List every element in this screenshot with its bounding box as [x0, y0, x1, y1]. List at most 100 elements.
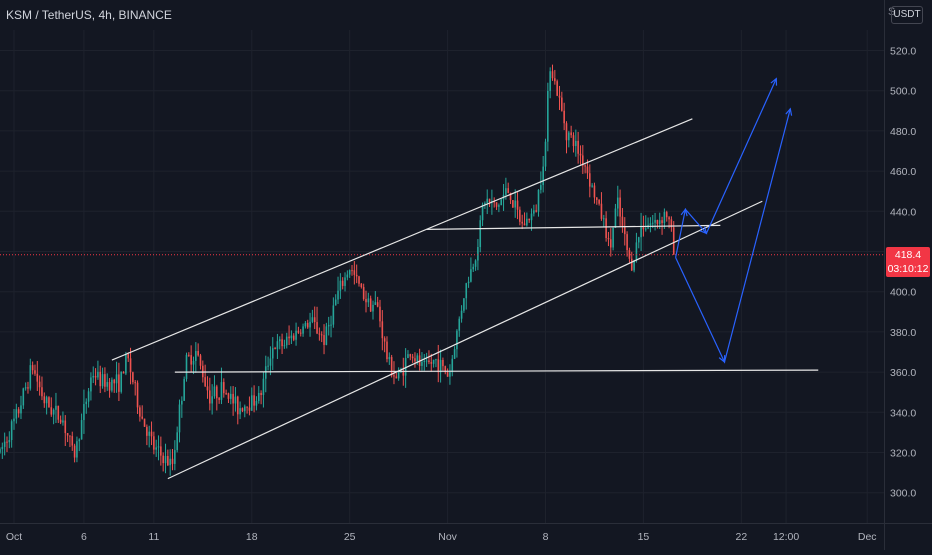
candle-down — [351, 270, 353, 272]
candle-up — [155, 447, 157, 450]
channel-lower-trendline[interactable] — [167, 200, 763, 480]
candle-down — [588, 173, 591, 187]
candle-down — [246, 406, 248, 408]
candle-up — [334, 299, 337, 306]
candle-down — [488, 198, 491, 203]
symbol-title[interactable]: KSM / TetherUS, 4h, BINANCE — [6, 8, 172, 22]
candle-down — [160, 446, 162, 456]
candle-up — [458, 318, 461, 331]
candle-down — [512, 200, 514, 208]
projection-arrowhead — [718, 355, 726, 364]
candle-down — [376, 302, 379, 307]
price-axis-tick-label: 440.0 — [890, 206, 916, 218]
candle-down — [236, 396, 239, 415]
projection-path-drop[interactable] — [675, 108, 791, 364]
candle-up — [115, 374, 118, 384]
candle-down — [27, 387, 29, 389]
candle-down — [36, 373, 39, 382]
candle-down — [495, 202, 498, 207]
channel-upper-trendline[interactable] — [111, 118, 693, 361]
candle-up — [234, 396, 237, 404]
time-axis-tick-label: 18 — [246, 531, 258, 543]
candle-down — [437, 359, 440, 373]
candle-up — [533, 210, 535, 214]
candle-down — [253, 395, 255, 406]
projection-arrowhead — [699, 226, 708, 235]
price-axis-tick-label: 460.0 — [890, 166, 916, 178]
candle-up — [327, 324, 330, 327]
candle-up — [185, 354, 188, 379]
candle-up — [547, 90, 549, 142]
candle-down — [668, 217, 670, 220]
candle-up — [101, 374, 104, 387]
candle-up — [257, 392, 260, 402]
candle-up — [614, 208, 617, 228]
candle-down — [281, 339, 283, 347]
candle-down — [369, 298, 372, 312]
candle-down — [199, 355, 202, 366]
candle-down — [150, 431, 153, 437]
candle-down — [621, 216, 624, 227]
candle-down — [241, 408, 244, 412]
candle-up — [164, 455, 167, 464]
candle-down — [595, 197, 598, 200]
candle-up — [3, 441, 6, 447]
candle-down — [31, 365, 34, 371]
candle-up — [526, 218, 528, 226]
candle-up — [367, 298, 370, 303]
candle-up — [456, 330, 458, 350]
candle-down — [600, 203, 603, 219]
candle-down — [593, 185, 596, 198]
candle-down — [225, 393, 227, 395]
candle-down — [108, 382, 111, 391]
candle-down — [146, 426, 148, 436]
candle-down — [507, 188, 510, 193]
candle-up — [178, 404, 181, 433]
candle-up — [45, 397, 48, 404]
candle-down — [442, 359, 444, 367]
candle-up — [229, 393, 232, 399]
support-horizontal-line[interactable] — [174, 369, 819, 373]
candle-up — [544, 141, 547, 167]
candle-down — [393, 375, 395, 377]
candle-down — [563, 110, 565, 124]
projection-path-rise[interactable] — [675, 78, 777, 258]
candle-down — [127, 354, 130, 359]
candle-down — [626, 234, 628, 251]
resistance-horizontal-line[interactable] — [426, 224, 721, 230]
candle-up — [540, 185, 542, 190]
candle-down — [204, 377, 206, 387]
candle-up — [505, 188, 507, 195]
candle-down — [402, 370, 405, 376]
candle-up — [243, 406, 246, 412]
candle-up — [481, 204, 484, 221]
time-axis-tick-label: 8 — [543, 531, 549, 543]
candle-up — [0, 449, 1, 453]
candle-up — [62, 420, 64, 423]
candle-up — [568, 132, 570, 141]
candle-up — [211, 396, 213, 404]
candle-up — [374, 302, 377, 305]
candle-up — [432, 359, 435, 364]
candle-up — [87, 391, 90, 402]
currency-badge[interactable]: USDT — [891, 6, 923, 24]
candle-down — [17, 409, 20, 414]
candle-up — [339, 280, 342, 291]
candle-up — [20, 405, 22, 414]
candle-up — [174, 450, 176, 464]
candle-down — [66, 433, 69, 436]
candle-up — [22, 388, 25, 406]
candle-up — [239, 408, 241, 415]
candle-up — [372, 304, 374, 312]
candle-up — [85, 401, 88, 405]
candle-down — [609, 239, 612, 248]
candle-up — [635, 242, 638, 261]
candle-up — [416, 355, 419, 362]
candle-up — [637, 237, 640, 243]
candle-down — [216, 386, 218, 399]
candle-down — [41, 387, 43, 397]
candle-down — [383, 338, 386, 342]
candle-down — [222, 382, 225, 394]
